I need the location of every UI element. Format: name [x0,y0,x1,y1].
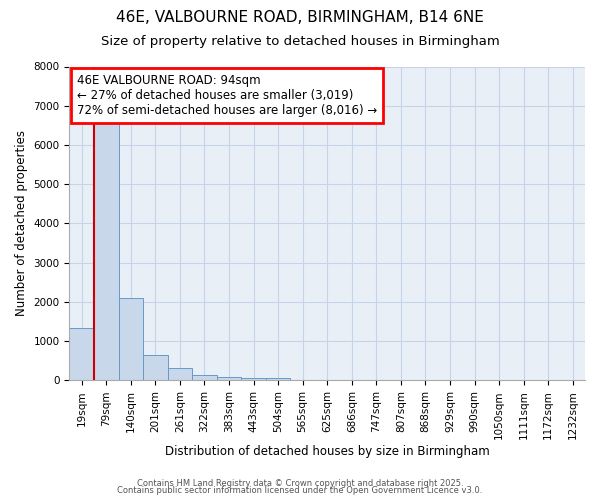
Text: Contains HM Land Registry data © Crown copyright and database right 2025.: Contains HM Land Registry data © Crown c… [137,478,463,488]
Bar [266,378,290,380]
Text: Size of property relative to detached houses in Birmingham: Size of property relative to detached ho… [101,35,499,48]
Bar [94,118,119,380]
Bar [241,378,266,380]
Bar [70,328,94,380]
X-axis label: Distribution of detached houses by size in Birmingham: Distribution of detached houses by size … [165,444,490,458]
Bar [192,374,217,380]
Text: 46E VALBOURNE ROAD: 94sqm
← 27% of detached houses are smaller (3,019)
72% of se: 46E VALBOURNE ROAD: 94sqm ← 27% of detac… [77,74,377,118]
Text: Contains public sector information licensed under the Open Government Licence v3: Contains public sector information licen… [118,486,482,495]
Text: 46E, VALBOURNE ROAD, BIRMINGHAM, B14 6NE: 46E, VALBOURNE ROAD, BIRMINGHAM, B14 6NE [116,10,484,25]
Bar [167,368,192,380]
Bar [217,376,241,380]
Y-axis label: Number of detached properties: Number of detached properties [15,130,28,316]
Bar [119,298,143,380]
Bar [143,356,167,380]
